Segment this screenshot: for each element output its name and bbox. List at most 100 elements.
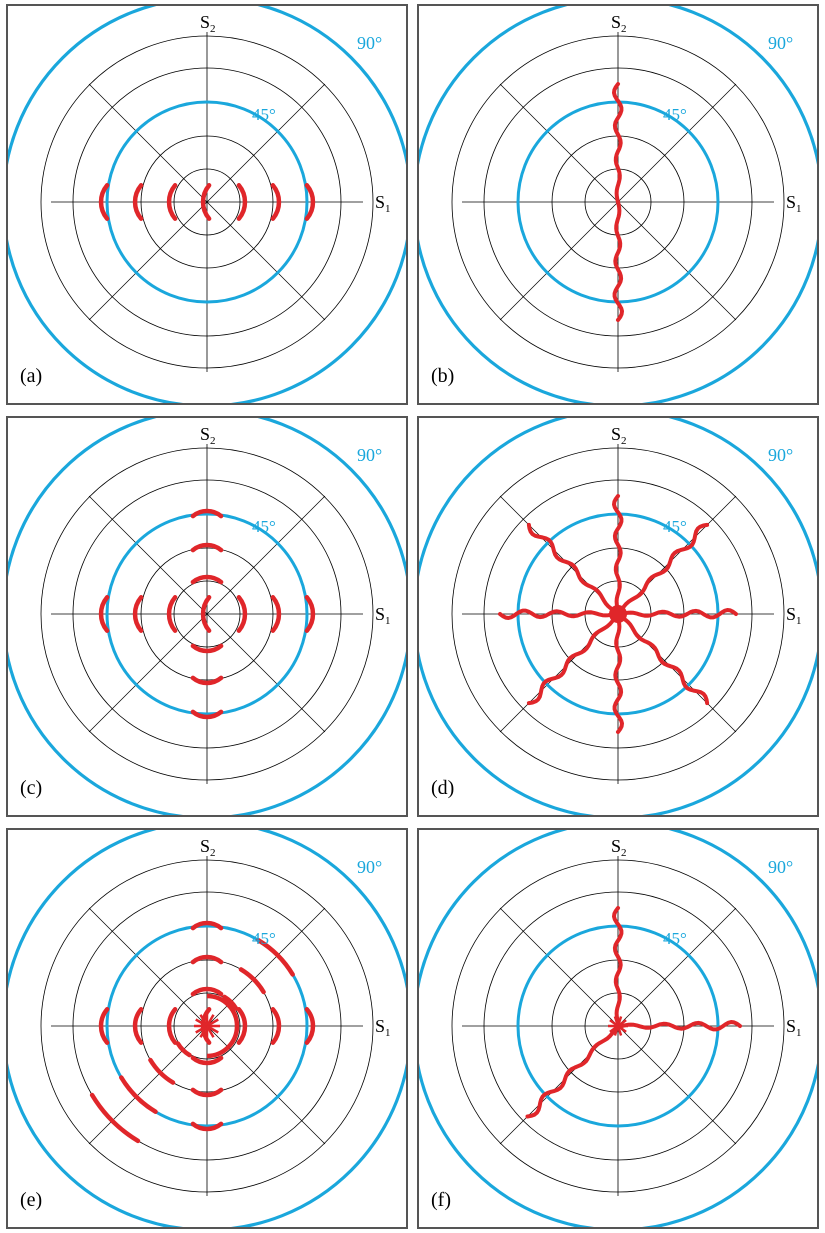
s1-label: S1: [786, 1016, 802, 1039]
ring-90-label: 90°: [357, 857, 382, 877]
ring-45: [105, 100, 309, 304]
s2-label: S2: [200, 12, 216, 35]
trace-ray: [526, 614, 618, 706]
trace-ray: [618, 522, 710, 614]
trace-ray: [612, 82, 624, 204]
panel-letter: (f): [431, 1189, 451, 1211]
ring-90-label: 90°: [357, 33, 382, 53]
s1-arc-mark: [200, 183, 212, 221]
s2-label-sub: 2: [621, 847, 627, 859]
s2-label-main: S: [611, 836, 621, 856]
s1-arc-mark: [98, 183, 110, 221]
s1-arc-mark: [132, 595, 144, 633]
ring-45-label: 45°: [663, 105, 687, 124]
ring-45-label: 45°: [663, 517, 687, 536]
panel-letter: (b): [431, 365, 454, 387]
s2-arc-mark: [190, 954, 224, 965]
s2-arc-mark: [190, 675, 224, 686]
diag-arc-mark: [175, 1041, 192, 1058]
s1-arc-mark: [236, 183, 248, 221]
diag-arc-mark: [89, 1092, 141, 1144]
s2-label: S2: [611, 424, 627, 447]
trace-ray: [612, 494, 624, 612]
s2-arc-mark: [190, 986, 224, 997]
diag-arc-mark: [119, 1075, 158, 1114]
s1-arc-mark: [270, 595, 282, 633]
s2-label-sub: 2: [621, 23, 627, 35]
s1-arc-mark: [304, 1007, 316, 1045]
s1-label-sub: 1: [796, 203, 802, 215]
s2-arc-mark: [190, 920, 224, 931]
s1-arc-mark: [236, 595, 248, 633]
s1-arc-mark: [98, 595, 110, 633]
s1-arc-mark: [200, 595, 212, 633]
s1-label-sub: 1: [796, 615, 802, 627]
s1-arc-mark: [166, 183, 178, 221]
panel-letter: (d): [431, 777, 454, 799]
trace-ray: [612, 200, 624, 322]
s1-label-sub: 1: [385, 203, 391, 215]
s2-label-main: S: [200, 12, 210, 32]
s2-arc-mark: [190, 1121, 224, 1132]
s2-label-sub: 2: [210, 23, 216, 35]
s1-label-sub: 1: [796, 1027, 802, 1039]
s1-label-main: S: [786, 1016, 796, 1036]
ring-90-label: 90°: [768, 857, 793, 877]
s2-label: S2: [200, 836, 216, 859]
ring-45-label: 45°: [663, 929, 687, 948]
trace-ray: [525, 1026, 618, 1119]
diag-arc-mark: [238, 967, 266, 995]
s2-arc-mark: [190, 643, 224, 654]
s1-label: S1: [786, 192, 802, 215]
ring-45: [105, 512, 309, 716]
ring-90-label: 90°: [768, 445, 793, 465]
s2-label-main: S: [611, 424, 621, 444]
s1-arc-mark: [132, 1007, 144, 1045]
diagonal-line: [88, 495, 326, 733]
diag-arc-mark: [148, 1057, 176, 1085]
s1-label-sub: 1: [385, 615, 391, 627]
trace-ray: [620, 1020, 742, 1032]
trace-ray: [612, 616, 624, 734]
s2-arc-mark: [190, 1087, 224, 1098]
panel-e: S2 S1 90° 45° (e): [6, 828, 408, 1229]
ring-90-label: 90°: [357, 445, 382, 465]
ring-45-label: 45°: [252, 105, 276, 124]
s1-label: S1: [786, 604, 802, 627]
s1-label-main: S: [786, 192, 796, 212]
diag-arc-mark: [256, 938, 295, 977]
ring-45-label: 45°: [252, 929, 276, 948]
panel-letter: (a): [20, 365, 42, 387]
s2-label: S2: [200, 424, 216, 447]
center-arc: [206, 993, 240, 1059]
s1-label-main: S: [375, 604, 385, 624]
s1-label-sub: 1: [385, 1027, 391, 1039]
trace-ray: [620, 608, 738, 620]
starburst-line: [617, 1024, 627, 1033]
s1-label-main: S: [786, 604, 796, 624]
s2-label: S2: [611, 836, 627, 859]
s2-arc-mark: [190, 542, 224, 553]
s2-arc-mark: [190, 508, 224, 519]
trace-ray: [526, 522, 618, 614]
s1-arc-mark: [270, 183, 282, 221]
s2-label: S2: [611, 12, 627, 35]
s1-arc-mark: [166, 595, 178, 633]
s2-arc-mark: [190, 1055, 224, 1066]
starburst-line: [206, 1024, 219, 1034]
s1-label-main: S: [375, 192, 385, 212]
s1-label: S1: [375, 1016, 391, 1039]
ring-45: [105, 924, 309, 1128]
s1-label: S1: [375, 604, 391, 627]
s1-arc-mark: [304, 595, 316, 633]
s2-label-main: S: [200, 424, 210, 444]
panel-f: S2 S1 90° 45° (f): [417, 828, 819, 1229]
trace-ray: [612, 906, 624, 1024]
s1-arc-mark: [236, 1007, 248, 1045]
s2-label-sub: 2: [210, 847, 216, 859]
